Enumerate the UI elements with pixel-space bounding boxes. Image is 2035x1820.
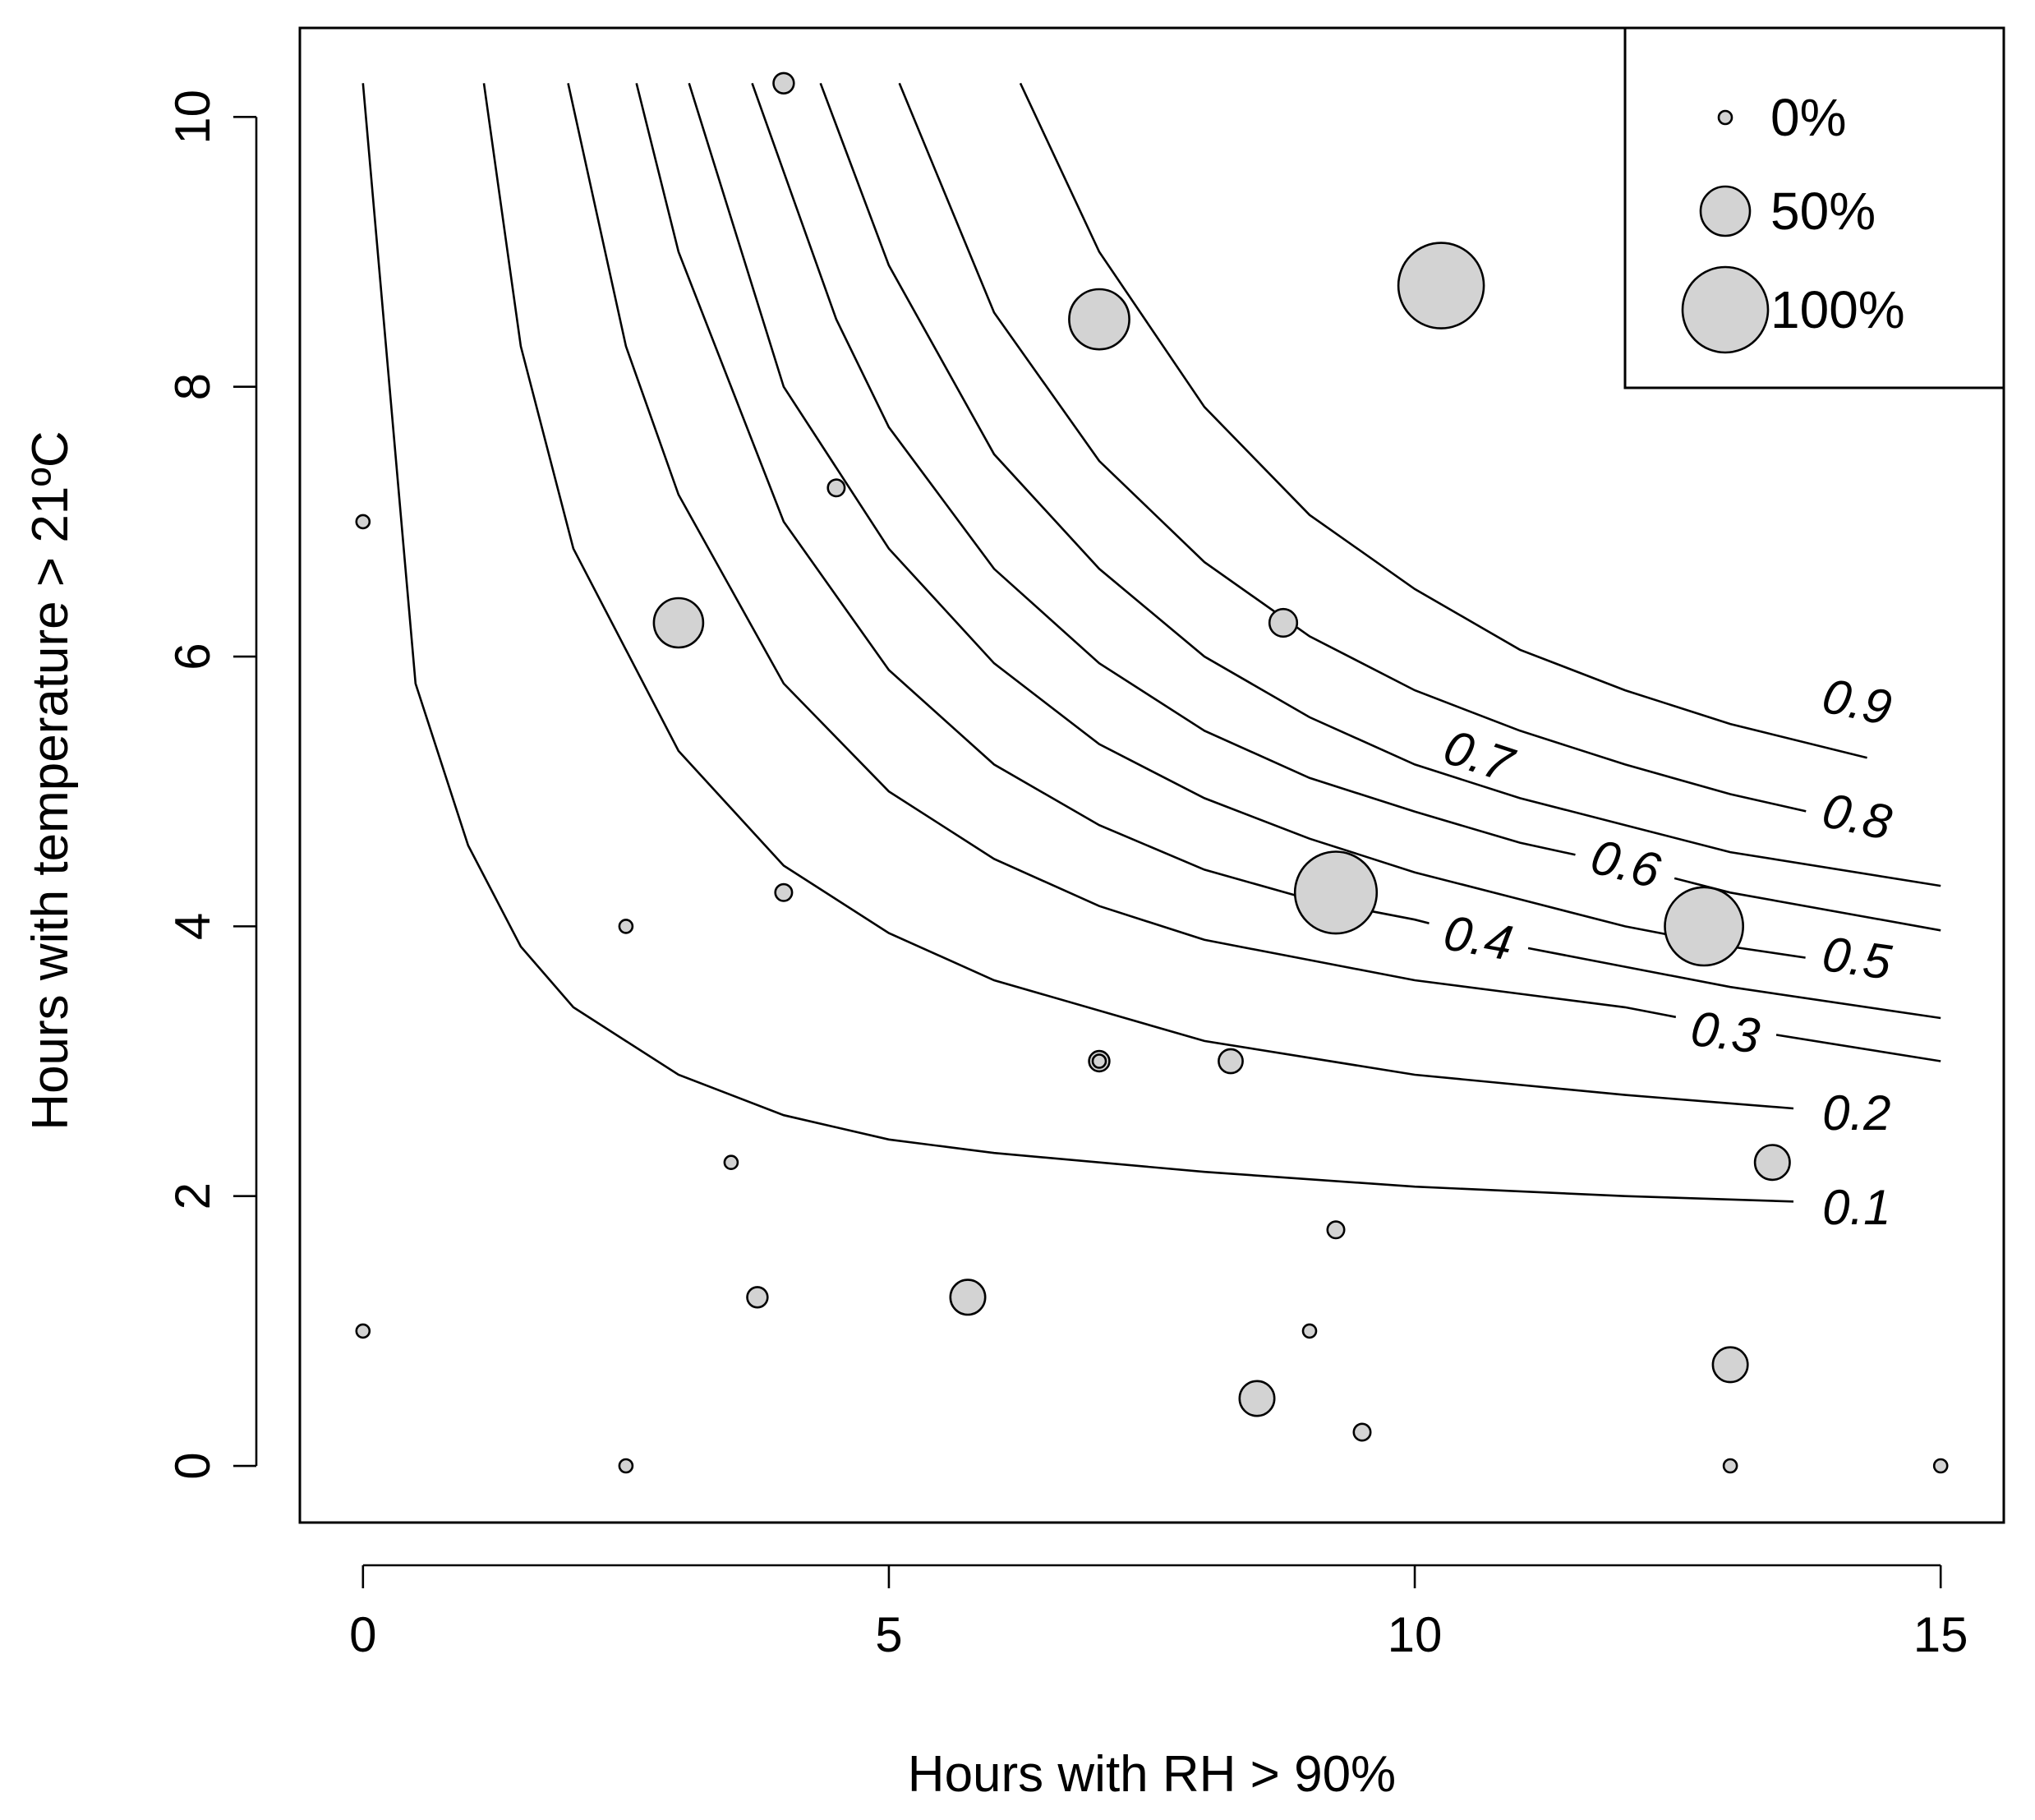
data-point [1711,1346,1749,1384]
data-point [1068,288,1130,351]
legend-label: 50% [1770,182,1876,241]
contour-label-mask [1805,1178,1908,1232]
contour-label-0.6: 0.6 [1570,822,1683,899]
y-tick-label: 2 [165,1182,220,1209]
contour-lines [361,82,1941,1203]
contour-label-mask [1802,922,1912,988]
x-tick-label: 0 [349,1607,376,1662]
contour-label-text: 0.2 [1822,1085,1890,1140]
y-tick-label: 8 [165,373,220,400]
x-tick-label: 10 [1388,1607,1443,1662]
data-point [1352,1422,1372,1442]
legend-symbol [1681,265,1770,354]
contour-line-0.6 [751,82,1941,932]
contour-label-0.1: 0.1 [1805,1178,1908,1235]
x-axis-label: Hours with RH > 90% [908,1746,1396,1803]
contour-line-0.9 [1019,82,1867,759]
contour-label-text: 0.1 [1822,1180,1890,1235]
y-tick-label: 10 [165,90,220,145]
data-point [652,597,705,649]
data-point [355,514,371,530]
contour-label-0.9: 0.9 [1802,662,1913,735]
y-tick-label: 6 [165,643,220,670]
y-tick-label: 4 [165,913,220,940]
legend: 0% 50% 100% [1623,26,2005,389]
legend-box [1623,26,2005,389]
x-axis: 0 5 10 15 [349,1564,1968,1662]
contour-label-0.8: 0.8 [1802,776,1913,850]
contour-line-0.2 [482,83,1794,1110]
data-point [1091,1053,1107,1069]
plot-frame [298,26,2005,1524]
contour-line-0.7 [819,82,1941,887]
contour-label-text: 0.5 [1819,926,1895,990]
y-axis: 0 2 4 6 8 10 [165,90,258,1480]
contour-label-mask [1805,1084,1908,1137]
contour-label-mask [1802,662,1913,735]
data-point [1301,1323,1318,1339]
data-point [1326,1220,1346,1240]
contour-labels: 0.10.20.30.4 0.50.60.70.80.9 [1422,662,1913,1235]
contour-label-0.2: 0.2 [1805,1084,1908,1140]
data-point [1238,1380,1276,1417]
data-point [1293,850,1379,935]
y-axis-label: Hours with temperature > 21ºC [22,431,79,1130]
data-point [746,1286,769,1309]
contour-label-mask [1671,997,1779,1062]
contour-label-mask [1802,776,1913,850]
data-point [1722,1458,1738,1474]
contour-label-0.4: 0.4 [1424,900,1534,971]
y-tick-label: 0 [165,1452,220,1479]
legend-label: 100% [1770,280,1905,339]
contour-line-0.8 [898,82,1867,827]
data-point [355,1323,371,1339]
data-point [949,1279,987,1316]
data-point [1218,1048,1244,1075]
data-point [826,478,846,498]
data-point [1268,607,1299,638]
contour-label-0.5: 0.5 [1802,922,1912,990]
legend-label: 0% [1770,88,1847,147]
data-point [1753,1144,1791,1182]
data-point [618,919,634,934]
legend-symbol [1699,185,1752,237]
data-point [1664,886,1745,967]
contour-label-mask [1422,712,1536,795]
contour-label-text: 0.6 [1586,828,1666,898]
contour-label-mask [1570,822,1683,899]
contour-label-mask [1424,900,1534,970]
x-tick-label: 5 [875,1607,902,1662]
data-point [723,1154,739,1170]
legend-entries: 0% 50% 100% [1681,88,1905,354]
legend-symbol [1717,109,1733,126]
contour-line-0.4 [635,82,1941,1020]
data-point [1397,242,1485,329]
contour-label-0.3: 0.3 [1671,997,1779,1064]
contour-line-0.1 [361,83,1794,1203]
contour-line-0.3 [567,83,1941,1062]
contour-label-text: 0.4 [1439,905,1517,970]
data-point [1932,1458,1949,1474]
contour-label-text: 0.3 [1688,1001,1763,1064]
data-point [774,882,794,902]
data-point [772,71,795,95]
x-tick-label: 15 [1913,1607,1968,1662]
data-point [618,1458,634,1474]
contour-line-0.5 [688,82,1867,968]
bubble-points [355,71,1949,1474]
